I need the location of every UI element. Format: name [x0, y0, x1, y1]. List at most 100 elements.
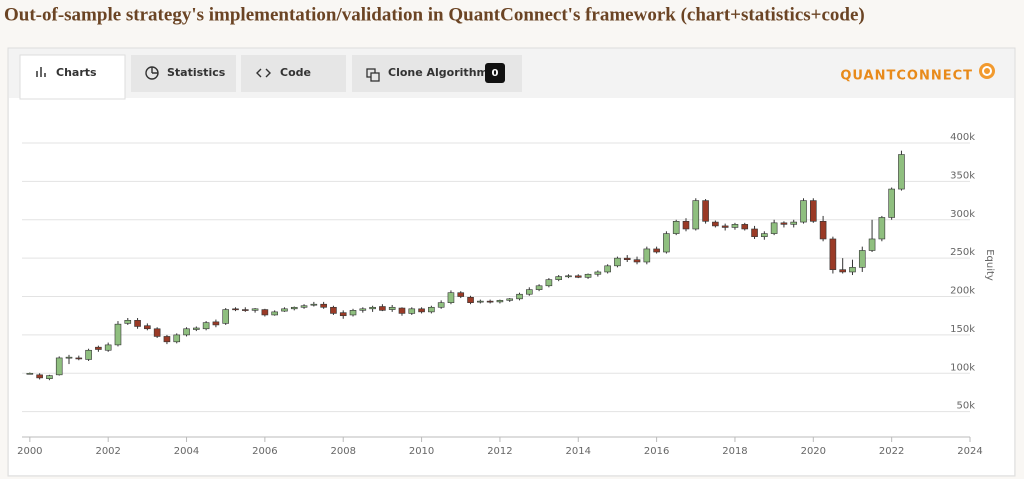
candle-body: [290, 306, 298, 310]
candle-body: [241, 309, 249, 311]
chart-area: [9, 98, 1014, 475]
x-tick-label: 2024: [957, 446, 982, 457]
candle-body: [898, 154, 905, 190]
candle-body: [398, 307, 406, 314]
candle-body: [251, 308, 259, 311]
candle-body: [281, 308, 288, 312]
candle-body: [819, 221, 827, 240]
candle-body: [614, 257, 621, 267]
candle-body: [163, 336, 171, 343]
candle-body: [418, 308, 425, 313]
candle-body: [829, 238, 837, 270]
candle-body: [584, 273, 592, 278]
logo-icon: [979, 63, 995, 79]
tab-label[interactable]: Charts: [56, 66, 97, 79]
x-tick-label: 2018: [722, 446, 747, 457]
candle-body: [183, 328, 190, 336]
candle-body: [202, 322, 210, 330]
candle-body: [604, 265, 611, 273]
tab[interactable]: Clone Algorithm 0: [352, 55, 522, 92]
candle-body: [555, 276, 562, 280]
candle-body: [349, 310, 357, 316]
candle-body: [477, 300, 484, 303]
candle-body: [643, 248, 651, 263]
candle-body: [104, 344, 112, 351]
candle-body: [310, 303, 318, 306]
logo: QUANTCONNECT: [840, 69, 973, 84]
candle-body: [496, 300, 504, 303]
candle-body: [114, 323, 122, 346]
candle-body: [594, 271, 602, 275]
y-tick-label: 400k: [950, 132, 975, 143]
candle-body: [761, 233, 768, 237]
candle-body: [85, 349, 92, 360]
candle-body: [369, 306, 376, 310]
candle-body: [751, 228, 758, 237]
candle-body: [339, 312, 347, 317]
candle-body: [858, 250, 866, 268]
candle-body: [486, 300, 494, 303]
x-tick-label: 2012: [487, 446, 512, 457]
candle-body: [712, 221, 719, 227]
candle-body: [623, 257, 631, 260]
candle-body: [437, 302, 445, 308]
candle-body: [810, 200, 817, 222]
badge: [485, 63, 505, 83]
candle-body: [574, 275, 582, 278]
candle-body: [535, 285, 543, 290]
candle-body: [388, 306, 396, 310]
x-tick-label: 2000: [17, 446, 42, 457]
logo-icon: [982, 66, 992, 76]
tab-label[interactable]: Clone Algorithm: [388, 66, 488, 79]
y-tick-label: 250k: [950, 247, 975, 258]
tab-label[interactable]: Code: [280, 66, 311, 79]
candle-body: [26, 372, 34, 375]
candle-body: [212, 321, 220, 326]
candle-body: [731, 224, 739, 228]
x-tick-label: 2022: [879, 446, 904, 457]
candle-body: [457, 292, 465, 297]
candle-body: [849, 267, 856, 273]
candle-body: [36, 374, 43, 379]
candle-body: [525, 289, 533, 295]
candle-body: [447, 292, 455, 303]
x-tick-label: 2014: [566, 446, 591, 457]
candle-body: [330, 306, 337, 314]
tab[interactable]: Statistics: [131, 55, 236, 92]
candle-body: [65, 356, 73, 359]
candle-body: [379, 306, 386, 311]
candle-body: [232, 308, 239, 311]
candle-body: [868, 238, 876, 251]
candle-body: [878, 217, 886, 240]
candle-body: [222, 309, 230, 324]
candle-body: [770, 222, 778, 234]
candle-body: [506, 298, 514, 301]
candle-body: [790, 221, 798, 225]
y-tick-label: 300k: [950, 209, 975, 220]
candle-body: [124, 320, 132, 324]
candle-body: [888, 188, 895, 218]
candle-body: [153, 328, 161, 337]
y-tick-label: 50k: [956, 401, 975, 412]
x-tick-label: 2002: [95, 446, 120, 457]
tab[interactable]: Charts: [19, 54, 126, 100]
candle-body: [173, 334, 181, 343]
candle-body: [741, 224, 749, 230]
candle-body: [408, 308, 416, 314]
tab-label[interactable]: Statistics: [167, 66, 226, 79]
candle-body: [144, 325, 151, 330]
candle-body: [672, 221, 680, 234]
page-title: Out-of-sample strategy's implementation/…: [4, 4, 865, 25]
candle-body: [800, 200, 807, 223]
candle-body: [359, 308, 367, 311]
badge-count: 0: [492, 68, 499, 79]
y-axis-label: Equity: [984, 249, 995, 281]
tab[interactable]: Code: [241, 55, 346, 92]
candle-body: [663, 233, 670, 253]
x-tick-label: 2004: [174, 446, 199, 457]
x-tick-label: 2006: [252, 446, 277, 457]
candle-body: [320, 303, 327, 308]
candle-body: [839, 269, 846, 273]
y-tick-label: 350k: [950, 170, 975, 181]
